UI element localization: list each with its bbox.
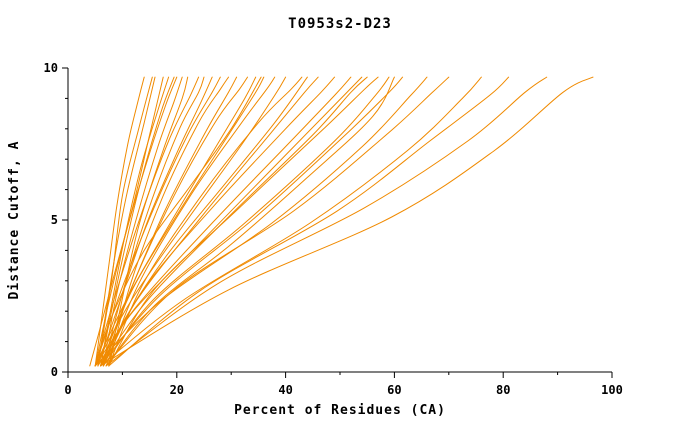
model-curve xyxy=(97,76,363,367)
model-curve xyxy=(100,76,404,367)
model-curve xyxy=(102,76,308,367)
x-tick-label: 40 xyxy=(278,383,292,397)
y-axis-label: Distance Cutoff, A xyxy=(7,141,22,300)
x-tick-label: 20 xyxy=(170,383,184,397)
model-curve xyxy=(108,76,510,367)
x-tick-label: 0 xyxy=(64,383,71,397)
model-curve xyxy=(105,76,276,367)
ticks-group xyxy=(62,67,613,378)
x-tick-label: 80 xyxy=(496,383,510,397)
model-curve xyxy=(94,76,262,367)
x-tick-label: 100 xyxy=(601,383,623,397)
model-curve xyxy=(100,76,482,367)
model-curve xyxy=(105,76,450,367)
model-curve xyxy=(97,76,213,367)
x-tick-label: 60 xyxy=(387,383,401,397)
model-curve xyxy=(102,76,183,367)
x-axis-label: Percent of Residues (CA) xyxy=(234,403,446,418)
model-curve xyxy=(94,76,221,367)
model-curve xyxy=(108,76,303,367)
tick-labels-group: 0 20 40 60 80 100 0 5 10 xyxy=(44,61,623,397)
model-curve xyxy=(94,76,428,367)
model-curve xyxy=(100,76,170,367)
model-curve xyxy=(94,76,257,367)
model-curve xyxy=(100,76,594,367)
model-curve xyxy=(105,76,395,367)
y-tick-label: 0 xyxy=(51,365,58,379)
model-curve xyxy=(108,76,379,367)
model-curves-group xyxy=(89,76,594,367)
model-curve xyxy=(100,76,175,367)
model-curve xyxy=(94,76,200,367)
y-tick-label: 5 xyxy=(51,213,58,227)
model-curve xyxy=(100,76,238,367)
model-curve xyxy=(102,76,390,367)
chart-title: T0953s2-D23 xyxy=(288,16,392,32)
model-curve xyxy=(94,76,287,367)
model-curve xyxy=(100,76,265,367)
model-curve xyxy=(97,76,153,367)
model-curve xyxy=(105,76,548,367)
y-tick-label: 10 xyxy=(44,61,58,75)
model-curve xyxy=(108,76,229,367)
